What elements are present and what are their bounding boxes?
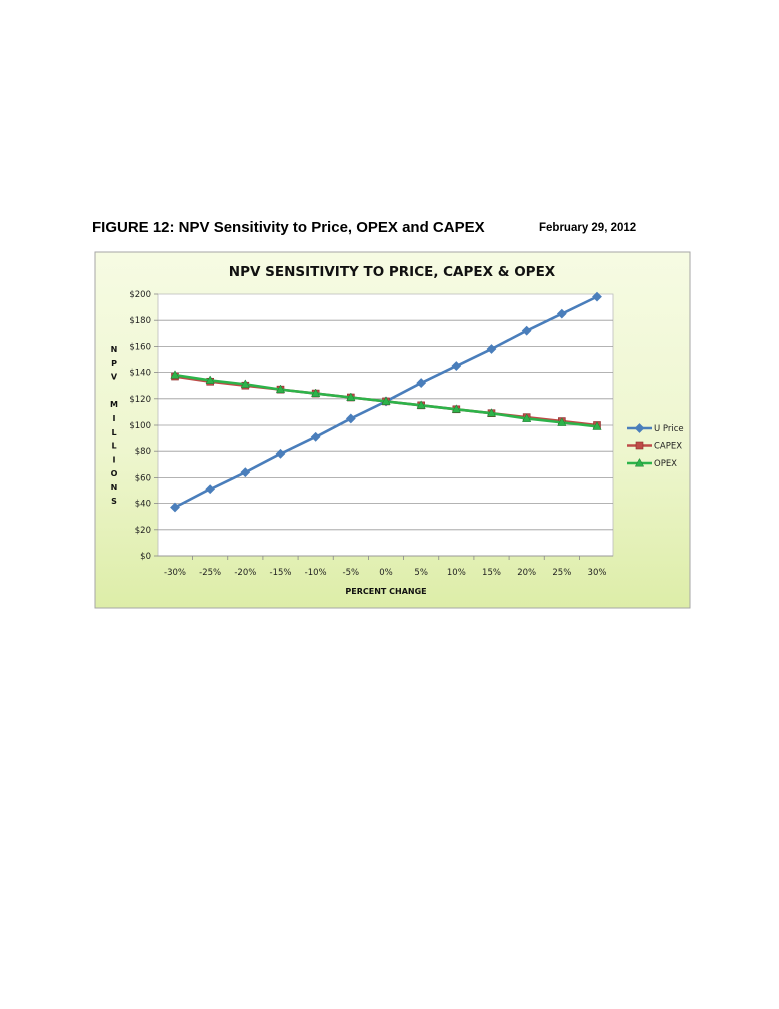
- x-tick-label: 25%: [552, 568, 571, 578]
- x-tick-label: -20%: [234, 568, 256, 578]
- x-tick-label: 10%: [447, 568, 466, 578]
- legend-item: OPEX: [627, 457, 677, 469]
- data-point: [486, 344, 497, 354]
- y-axis-label-letter: I: [113, 414, 116, 423]
- data-point: [381, 396, 391, 405]
- y-axis-label-letter: I: [113, 455, 116, 464]
- data-point: [556, 308, 567, 319]
- x-tick-label: 0%: [379, 568, 393, 578]
- y-tick-label: $20: [135, 526, 151, 536]
- y-tick-label: $140: [129, 369, 151, 379]
- figure-title: FIGURE 12: NPV Sensitivity to Price, OPE…: [92, 219, 485, 236]
- y-tick-label: $200: [129, 290, 151, 300]
- data-point: [634, 457, 645, 467]
- x-tick-label: -30%: [164, 568, 186, 578]
- data-point: [170, 370, 180, 379]
- data-point: [416, 378, 427, 388]
- x-tick-label: 20%: [517, 568, 536, 578]
- x-tick-label: -25%: [199, 568, 221, 578]
- y-axis-label-letter: S: [111, 497, 117, 506]
- data-point: [345, 413, 356, 424]
- y-axis-label-letter: L: [111, 428, 116, 437]
- y-tick-label: $40: [135, 500, 151, 510]
- data-point: [557, 417, 567, 426]
- data-point: [635, 441, 644, 450]
- data-point: [205, 375, 215, 384]
- data-point: [310, 431, 321, 442]
- data-point: [592, 421, 602, 430]
- y-axis-label-letter: L: [111, 442, 116, 451]
- y-tick-label: $0: [140, 552, 151, 562]
- data-point: [522, 413, 532, 422]
- figure-date: February 29, 2012: [539, 222, 637, 234]
- data-point: [275, 448, 286, 459]
- legend-label: OPEX: [654, 459, 677, 469]
- x-axis-label: PERCENT CHANGE: [345, 587, 426, 596]
- legend-item: CAPEX: [627, 442, 682, 452]
- data-point: [275, 384, 286, 394]
- data-point: [416, 400, 426, 409]
- y-axis-label-letter: N: [111, 483, 118, 492]
- x-tick-label: -10%: [305, 568, 327, 578]
- data-point: [346, 392, 356, 401]
- y-axis-label-letter: P: [111, 359, 117, 368]
- y-axis-label-letter: O: [111, 469, 118, 478]
- legend-label: CAPEX: [654, 442, 682, 452]
- y-tick-label: $180: [129, 316, 151, 326]
- y-tick-label: $80: [135, 447, 151, 457]
- y-axis-label-letter: M: [110, 400, 118, 409]
- data-point: [170, 502, 180, 513]
- data-point: [451, 361, 462, 371]
- data-point: [451, 404, 461, 413]
- legend-label: U Price: [654, 424, 684, 434]
- data-point: [521, 325, 532, 336]
- x-tick-label: -15%: [270, 568, 292, 578]
- y-axis-label-letter: V: [111, 373, 118, 382]
- y-tick-label: $120: [129, 395, 151, 405]
- y-axis-label-letter: N: [111, 345, 118, 354]
- x-tick-label: 30%: [588, 568, 607, 578]
- y-tick-label: $60: [135, 473, 151, 483]
- series-opex: [170, 370, 602, 430]
- x-tick-label: -5%: [343, 568, 360, 578]
- data-point: [634, 423, 645, 433]
- data-point: [240, 467, 251, 478]
- y-tick-label: $100: [129, 421, 151, 431]
- x-tick-label: 15%: [482, 568, 501, 578]
- y-tick-label: $160: [129, 342, 151, 352]
- x-tick-label: 5%: [414, 568, 428, 578]
- legend-item: U Price: [627, 423, 684, 434]
- chart-title: NPV SENSITIVITY TO PRICE, CAPEX & OPEX: [229, 264, 556, 280]
- data-point: [205, 484, 216, 495]
- data-point: [592, 291, 602, 302]
- data-point: [240, 379, 250, 388]
- data-point: [311, 388, 321, 398]
- data-point: [486, 408, 497, 417]
